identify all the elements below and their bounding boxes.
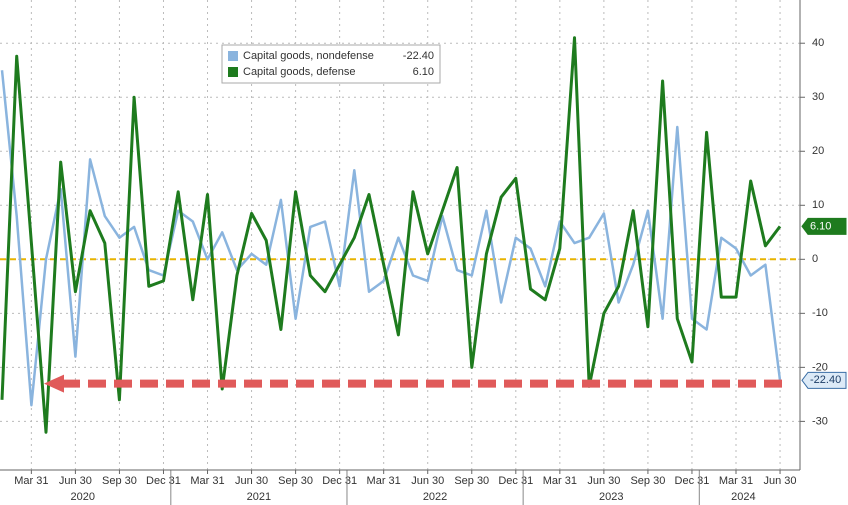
- y-tick-label: -30: [812, 415, 828, 427]
- x-tick-label: Sep 30: [278, 475, 313, 487]
- plot-area: [0, 36, 800, 434]
- value-tag: [801, 371, 847, 389]
- value-tag: [801, 217, 847, 235]
- x-tick-label: Mar 31: [543, 475, 577, 487]
- x-tick-label: Mar 31: [367, 475, 401, 487]
- legend-box: [221, 44, 441, 84]
- x-tick-label: Jun 30: [764, 475, 797, 487]
- series-line: [0, 70, 782, 407]
- x-tick-label: Sep 30: [630, 475, 665, 487]
- y-tick-label: 0: [812, 253, 818, 265]
- year-label: 2020: [70, 491, 94, 503]
- y-tick-label: 30: [812, 91, 824, 103]
- x-tick-label: Jun 30: [587, 475, 620, 487]
- value-tag-label: -22.40: [810, 374, 841, 386]
- x-tick-label: Mar 31: [190, 475, 224, 487]
- legend-swatch: [228, 51, 238, 61]
- y-tick-label: 10: [812, 199, 824, 211]
- value-tag-label: 6.10: [810, 220, 831, 232]
- legend-value: -22.40: [403, 50, 434, 62]
- year-label: 2021: [247, 491, 271, 503]
- x-tick-label: Jun 30: [235, 475, 268, 487]
- reference-arrow: [44, 374, 64, 393]
- x-tick-label: Sep 30: [102, 475, 137, 487]
- legend-label: Capital goods, nondefense: [243, 50, 374, 62]
- year-label: 2023: [599, 491, 623, 503]
- x-tick-label: Dec 31: [322, 475, 357, 487]
- x-tick-label: Sep 30: [454, 475, 489, 487]
- year-label: 2022: [423, 491, 447, 503]
- y-tick-label: -10: [812, 307, 828, 319]
- x-tick-label: Dec 31: [146, 475, 181, 487]
- y-tick-label: 20: [812, 145, 824, 157]
- y-tick-label: -20: [812, 361, 828, 373]
- legend-label: Capital goods, defense: [243, 66, 356, 78]
- series-line: [0, 36, 782, 434]
- legend: Capital goods, nondefense -22.40 Capital g…: [221, 44, 441, 84]
- legend-swatch: [228, 67, 238, 77]
- year-label: 2024: [731, 491, 755, 503]
- x-tick-label: Dec 31: [498, 475, 533, 487]
- legend-value: 6.10: [413, 66, 434, 78]
- x-tick-label: Mar 31: [14, 475, 48, 487]
- x-tick-label: Dec 31: [675, 475, 710, 487]
- x-tick-label: Mar 31: [719, 475, 753, 487]
- x-tick-label: Jun 30: [411, 475, 444, 487]
- x-tick-label: Jun 30: [59, 475, 92, 487]
- y-tick-label: 40: [812, 37, 824, 49]
